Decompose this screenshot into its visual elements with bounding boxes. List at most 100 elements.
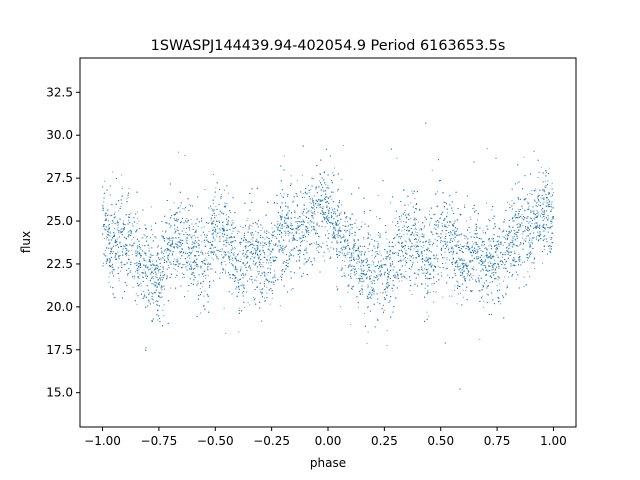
data-point xyxy=(523,198,525,200)
data-point xyxy=(157,304,159,306)
data-point xyxy=(343,234,345,236)
data-point xyxy=(244,246,246,248)
data-point xyxy=(448,247,450,249)
data-point xyxy=(461,267,463,269)
data-point xyxy=(494,259,496,261)
data-point xyxy=(201,227,203,229)
data-point xyxy=(329,196,331,198)
data-point xyxy=(319,246,321,248)
data-point xyxy=(366,342,368,344)
data-point xyxy=(321,207,323,209)
data-point xyxy=(302,213,304,215)
data-point xyxy=(152,273,154,274)
data-point xyxy=(326,230,328,232)
data-point xyxy=(145,275,146,277)
data-point xyxy=(410,218,412,220)
data-point xyxy=(453,239,455,241)
data-point xyxy=(365,259,367,260)
data-point xyxy=(272,243,274,245)
data-point xyxy=(104,180,106,182)
data-point xyxy=(399,236,401,238)
data-point xyxy=(268,244,270,246)
data-point xyxy=(347,242,349,244)
data-point xyxy=(477,246,479,248)
data-point xyxy=(340,248,342,250)
data-point xyxy=(162,309,164,311)
data-point xyxy=(490,291,492,293)
data-point xyxy=(349,229,351,231)
data-point xyxy=(201,241,203,243)
data-point xyxy=(174,258,176,260)
data-point xyxy=(472,275,474,277)
data-point xyxy=(483,300,485,302)
data-point xyxy=(414,198,416,200)
data-point xyxy=(536,231,538,233)
data-point xyxy=(157,279,159,281)
data-point xyxy=(266,273,268,275)
data-point xyxy=(358,282,360,284)
data-point xyxy=(386,282,387,284)
data-point xyxy=(271,227,273,229)
data-point xyxy=(223,228,225,230)
data-point xyxy=(474,250,476,252)
data-point xyxy=(228,217,230,219)
data-point xyxy=(444,257,446,259)
data-point xyxy=(162,230,163,232)
data-point xyxy=(176,258,178,260)
data-point xyxy=(240,258,242,260)
data-point xyxy=(114,233,116,235)
data-point xyxy=(267,255,269,257)
data-point xyxy=(551,203,553,205)
data-point xyxy=(371,291,373,293)
data-point xyxy=(527,207,529,209)
data-point xyxy=(196,231,197,233)
data-point xyxy=(293,200,295,202)
data-point xyxy=(490,244,492,246)
data-point xyxy=(186,237,188,238)
data-point xyxy=(399,256,401,258)
data-point xyxy=(138,220,140,222)
data-point xyxy=(408,237,410,239)
data-point xyxy=(482,286,484,288)
data-point xyxy=(372,279,374,281)
data-point xyxy=(429,257,431,259)
data-point xyxy=(214,215,216,217)
data-point xyxy=(335,211,337,213)
data-point xyxy=(437,265,439,267)
data-point xyxy=(330,212,332,214)
data-point xyxy=(289,259,291,261)
data-point xyxy=(264,253,266,255)
data-point xyxy=(483,256,485,258)
data-point xyxy=(219,238,221,240)
data-point xyxy=(386,238,388,240)
data-point xyxy=(225,264,227,266)
data-point xyxy=(241,283,243,285)
data-point xyxy=(474,229,476,231)
data-point xyxy=(283,230,285,232)
data-point xyxy=(467,249,469,251)
data-point xyxy=(264,276,266,277)
data-point xyxy=(313,208,315,210)
data-point xyxy=(328,209,330,211)
data-point xyxy=(152,234,154,236)
data-point xyxy=(376,216,378,218)
data-point xyxy=(514,250,515,252)
data-point xyxy=(265,262,267,264)
data-point xyxy=(108,235,110,236)
data-point xyxy=(379,271,381,273)
data-point xyxy=(541,226,543,228)
data-point xyxy=(244,263,246,265)
data-point xyxy=(359,290,361,292)
data-point xyxy=(512,238,514,239)
data-point xyxy=(271,234,273,235)
data-point xyxy=(378,254,380,255)
data-point xyxy=(344,246,346,248)
data-point xyxy=(528,230,530,232)
data-point xyxy=(118,232,120,234)
data-point xyxy=(418,221,419,223)
data-point xyxy=(488,265,489,267)
data-point xyxy=(261,288,263,290)
data-point xyxy=(442,296,444,298)
data-point xyxy=(363,253,365,255)
